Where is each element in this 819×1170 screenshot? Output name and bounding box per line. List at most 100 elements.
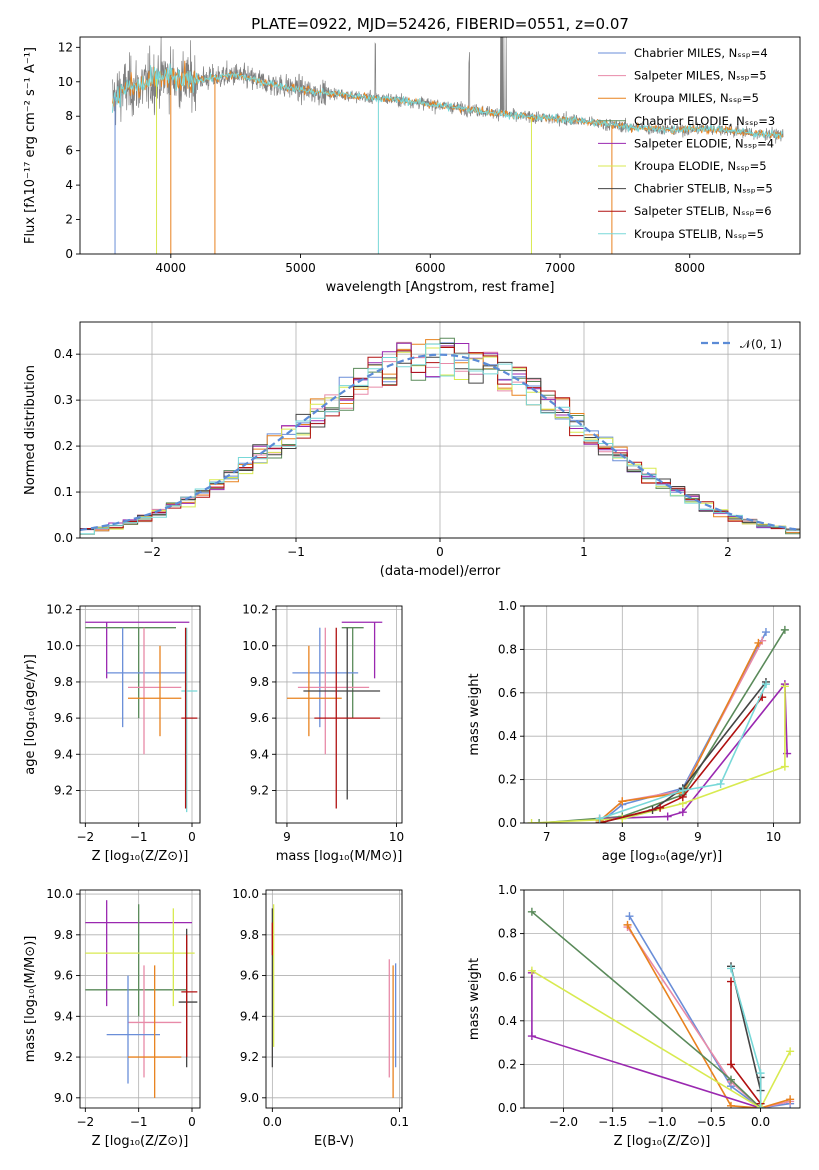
x-tick-label: 1 [580, 545, 588, 559]
y-tick-label: 0.8 [498, 927, 517, 941]
mass-weight-point [756, 1104, 765, 1108]
y-tick-label: 4 [65, 178, 73, 192]
figure-title: PLATE=0922, MJD=52426, FIBERID=0551, z=0… [251, 15, 629, 33]
plot-frame [79, 889, 201, 1109]
x-tick-label: 8 [618, 830, 626, 844]
x-axis-label: mass [log₁₀(M/M⊙)] [276, 849, 403, 864]
mass-weight-point [754, 638, 763, 647]
x-tick-label: −2.0 [549, 1115, 578, 1129]
plot-frame [79, 321, 801, 539]
age-vs-mass-plot-area [286, 621, 383, 809]
x-axis-label: wavelength [Angstrom, rest frame] [326, 280, 555, 295]
x-tick-label: 0.1 [390, 1115, 409, 1129]
y-tick-label: 10 [58, 75, 73, 89]
x-tick-label: 10 [389, 830, 404, 844]
normal-curve [80, 353, 800, 531]
mass-weight-point [678, 808, 687, 817]
mass-weight-series-line [599, 696, 763, 823]
mass-vs-EBV-plot-area [271, 904, 397, 1098]
mass-weight-point [595, 814, 604, 823]
mass-weight-point [656, 803, 665, 812]
spectrum-plot-area [111, 37, 784, 254]
mass-weight-point [786, 1047, 795, 1056]
y-axis-label: Normed distribution [23, 365, 38, 495]
plot-frame [523, 889, 801, 1109]
x-tick-label: 5000 [285, 261, 316, 275]
mass-weight-series-line [539, 629, 786, 823]
x-axis-label: (data-model)/error [380, 564, 501, 579]
legend-entry: Chabrier MILES, Nₛₛₚ=4 [634, 46, 768, 60]
y-tick-label: 10.0 [46, 639, 73, 653]
x-tick-label: −2 [76, 830, 94, 844]
x-tick-label: −2 [143, 545, 161, 559]
y-tick-label: 9.6 [54, 711, 73, 725]
x-tick-label: −2 [76, 1115, 94, 1129]
x-tick-label: −0.5 [697, 1115, 726, 1129]
y-tick-label: 0.3 [54, 393, 73, 407]
y-tick-label: 0.4 [54, 347, 73, 361]
x-tick-label: 0 [188, 830, 196, 844]
legend-entry: Salpeter MILES, Nₛₛₚ=5 [634, 69, 767, 83]
mass-weight-point [780, 682, 789, 691]
mass-weight-point [527, 819, 536, 823]
x-axis-label: age [log₁₀(age/yr)] [602, 849, 723, 864]
y-tick-label: 9.2 [250, 783, 269, 797]
mass-weight-point [727, 1060, 735, 1069]
y-tick-label: 9.0 [54, 1091, 73, 1105]
mass-weight-point [663, 812, 672, 821]
mass-weight-point [535, 819, 544, 823]
y-tick-label: 0.4 [498, 729, 517, 743]
y-tick-label: 9.4 [240, 1009, 259, 1023]
y-tick-label: 9.8 [54, 675, 73, 689]
x-tick-label: 2 [724, 545, 732, 559]
age-vs-mass-panel: 9 10 9.2 9.4 9.6 9.8 10.0 10.2 mass [log₁₀(M/M⊙)… [242, 603, 404, 864]
mass-weight-point [527, 1032, 536, 1041]
residuals-plot-area [80, 337, 800, 535]
age-vs-Z-plot-area [85, 621, 198, 813]
age-vs-Z-panel: −2 −1 0 9.2 9.4 9.6 9.8 10.0 10.2 Z [log₁₀(Z/Z⊙)]… [23, 603, 201, 864]
y-tick-label: 9.8 [54, 928, 73, 942]
y-tick-label: 1.0 [498, 883, 517, 897]
x-tick-label: 0.0 [263, 1115, 282, 1129]
mass-weight-series-line [626, 924, 791, 1108]
x-axis-label: E(B-V) [314, 1134, 354, 1149]
y-tick-label: 9.2 [54, 1050, 73, 1064]
x-axis-label: Z [log₁₀(Z/Z⊙)] [92, 1134, 189, 1149]
y-tick-label: 10.0 [232, 887, 259, 901]
y-tick-label: 9.4 [54, 747, 73, 761]
legend-entry: Chabrier STELIB, Nₛₛₚ=5 [634, 182, 773, 196]
plot-frame [523, 605, 801, 824]
y-tick-label: 0.8 [498, 642, 517, 656]
y-tick-label: 9.6 [240, 969, 259, 983]
y-tick-label: 9.8 [240, 928, 259, 942]
mass-vs-Z-plot-area [85, 900, 198, 1098]
mass-weight-point [623, 920, 632, 929]
y-tick-label: 9.2 [54, 783, 73, 797]
mass-weight-point [780, 625, 789, 634]
mass-weight-point [618, 797, 627, 806]
y-tick-label: 0.2 [498, 773, 517, 787]
y-axis-label: mass weight [467, 958, 482, 1040]
mass-weight-point [727, 1075, 735, 1084]
residual-histogram [80, 343, 800, 535]
y-axis-label: mass weight [467, 673, 482, 755]
model-spectrum-line [111, 63, 784, 139]
x-tick-label: 4000 [156, 261, 187, 275]
mass-weight-series-line [599, 640, 763, 822]
massweight-vs-age-panel: 7 8 9 10 0.0 0.2 0.4 0.6 0.8 1.0 age [log₁₀(age/yr… [467, 599, 801, 864]
y-tick-label: 10.0 [242, 639, 269, 653]
x-axis-label: Z [log₁₀(Z/Z⊙)] [92, 849, 189, 864]
legend-entry: 𝒩(0, 1) [740, 337, 782, 351]
mass-weight-point [761, 680, 770, 689]
y-tick-label: 9.6 [54, 969, 73, 983]
mass-vs-Z-panel: −2 −1 0 9.0 9.2 9.4 9.6 9.8 10.0 Z [log₁₀(Z/Z⊙)] m… [23, 887, 201, 1149]
legend-entry: Chabrier ELODIE, Nₛₛₚ=3 [634, 114, 775, 128]
plot-frame [79, 36, 801, 255]
massweight-vs-age-plot-area [527, 625, 792, 823]
y-tick-label: 9.4 [250, 747, 269, 761]
legend-entry: Salpeter ELODIE, Nₛₛₚ=4 [634, 136, 774, 150]
mass-weight-point [625, 912, 634, 921]
x-tick-label: 8000 [674, 261, 705, 275]
y-tick-label: 10.0 [46, 887, 73, 901]
